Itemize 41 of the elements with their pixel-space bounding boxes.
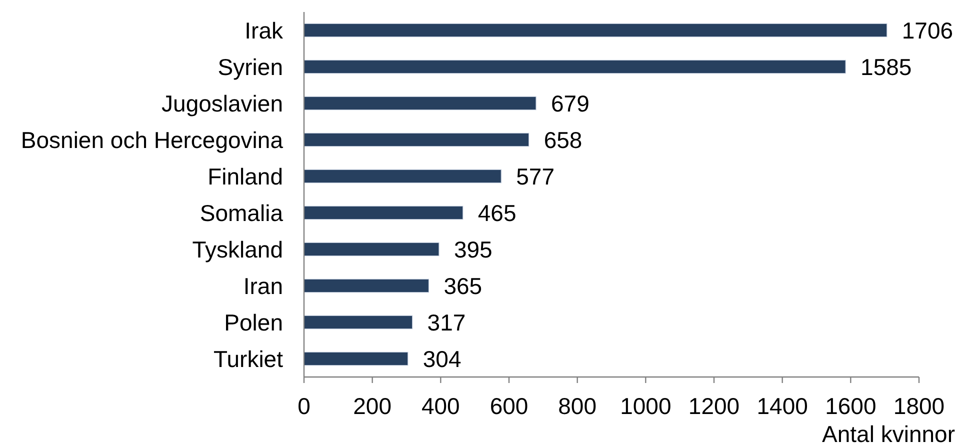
x-tick-label: 1800 (893, 393, 945, 419)
y-tick-label: Irak (244, 17, 284, 44)
bar (304, 169, 502, 184)
bar (304, 352, 408, 366)
y-tick-label: Finland (208, 163, 283, 190)
x-tick-label: 1400 (756, 393, 808, 419)
x-axis-title: Antal kvinnor (822, 421, 956, 447)
bar (304, 23, 888, 38)
data-label: 365 (444, 272, 482, 299)
y-tick-label: Jugoslavien (162, 90, 283, 116)
y-tick-label: Somalia (200, 200, 284, 226)
y-tick-label: Iran (243, 272, 283, 299)
data-label: 304 (422, 346, 462, 372)
x-tick-label: 800 (558, 393, 597, 419)
data-label: 679 (550, 90, 590, 116)
data-label: 395 (454, 236, 492, 262)
bar (304, 315, 413, 330)
bar (304, 96, 536, 110)
bar (304, 132, 530, 147)
x-tick-label: 400 (421, 393, 460, 419)
data-label: 317 (427, 309, 466, 336)
bar (304, 278, 430, 293)
x-tick-label: 600 (490, 393, 528, 419)
data-label: 577 (516, 163, 555, 190)
y-tick-label: Polen (224, 309, 283, 336)
data-label: 465 (478, 200, 516, 226)
data-label: 658 (544, 126, 582, 153)
bar (304, 242, 440, 256)
x-tick-label: 1600 (825, 393, 876, 419)
data-label: 1585 (860, 54, 912, 80)
x-tick-label: 0 (298, 393, 310, 419)
y-tick-label: Turkiet (214, 346, 284, 372)
y-tick-label: Syrien (218, 54, 283, 80)
x-tick-label: 200 (353, 393, 392, 419)
x-tick-label: 1000 (620, 393, 672, 419)
y-tick-label: Bosnien och Hercegovina (20, 126, 284, 153)
bar (304, 60, 846, 74)
y-tick-label: Tyskland (192, 236, 283, 262)
data-label: 1706 (902, 17, 954, 44)
x-tick-label: 1200 (688, 393, 740, 419)
bar (304, 206, 464, 220)
